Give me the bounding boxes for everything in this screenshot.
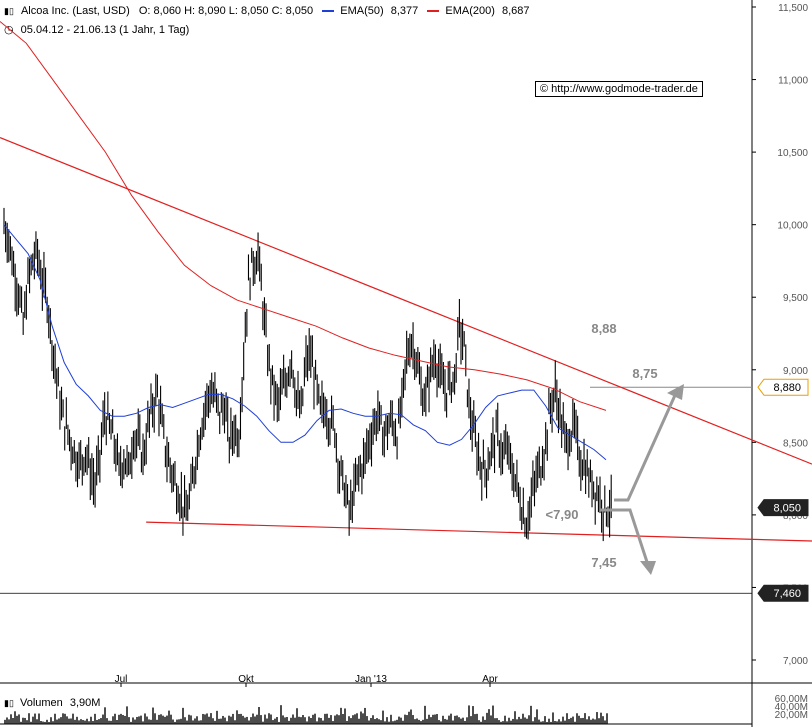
ema50-line <box>3 224 607 461</box>
instrument-title: Alcoa Inc. (Last, USD) <box>20 5 130 17</box>
volume-value: 3,90M <box>69 697 101 709</box>
x-tick-label: Jan '13 <box>355 674 387 685</box>
ema50-value: 8,377 <box>390 5 419 17</box>
arrow-down-head <box>640 561 656 575</box>
period-text: 05.04.12 - 21.06.13 (1 Jahr, 1 Tag) <box>20 24 190 36</box>
ema50-swatch <box>322 10 335 13</box>
ohlc-values: O: 8,060 H: 8,090 L: 8,050 C: 8,050 <box>138 5 314 17</box>
ema200-label: EMA(200) <box>445 5 495 17</box>
ema200-swatch <box>427 10 440 13</box>
x-axis: Jul Okt Jan '13 Apr <box>115 674 498 687</box>
volume-header: ▮▯ Volumen 3,90M <box>4 697 100 709</box>
y-tick-label: 11,000 <box>778 76 808 87</box>
y-tick-label: 9,500 <box>783 293 808 304</box>
annotation-label: <7,90 <box>546 507 579 522</box>
ema50-label: EMA(50) <box>340 5 384 17</box>
x-tick-label: Apr <box>482 674 498 685</box>
volume-tick-label: 60,00M <box>775 694 808 705</box>
chart-header: ▮▯ Alcoa Inc. (Last, USD) O: 8,060 H: 8,… <box>4 5 530 17</box>
price-tag-box <box>757 378 809 396</box>
volume-tick-label: 40,00M <box>775 702 808 713</box>
y-tick-label: 9,000 <box>783 366 808 377</box>
price-tags: 8,880 8,050 7,460 <box>757 378 809 602</box>
price-tag-label: 7,460 <box>773 588 801 600</box>
trendline-upper <box>0 137 812 465</box>
arrow-down <box>600 508 650 566</box>
y-tick-label: 8,500 <box>783 438 808 449</box>
annotation-label: 8,75 <box>632 366 657 381</box>
annotation-label: 7,45 <box>591 555 616 570</box>
price-tag-label: 8,050 <box>773 503 801 515</box>
trendlines <box>0 137 812 594</box>
volume-tick-label: 20,00M <box>775 710 808 721</box>
annotations: 8,88 8,75 <7,90 7,45 <box>546 321 684 575</box>
price-bars <box>3 207 612 542</box>
y-tick-label: 8,000 <box>783 511 808 522</box>
x-tick-label: Jul <box>115 674 128 685</box>
price-tag-box <box>757 584 809 602</box>
volume-label: Volumen <box>19 697 63 709</box>
price-tag-box <box>757 499 809 517</box>
trendline-lower <box>146 521 812 542</box>
volume-icon: ▮▯ <box>4 698 14 708</box>
ema-lines <box>0 21 607 461</box>
y-tick-label: 10,000 <box>777 221 808 232</box>
y-tick-label: 11,500 <box>778 3 808 14</box>
price-tag-label: 8,880 <box>773 382 801 394</box>
y-tick-label: 10,500 <box>777 148 808 159</box>
x-tick-label: Okt <box>238 674 254 685</box>
chart-type-icon: ▮▯ <box>4 6 14 16</box>
period-line: ◷ 05.04.12 - 21.06.13 (1 Jahr, 1 Tag) <box>4 23 189 36</box>
arrow-up <box>614 392 678 502</box>
ema200-line <box>0 21 607 411</box>
clock-icon: ◷ <box>4 24 14 36</box>
annotation-label: 8,88 <box>591 321 616 336</box>
y-tick-label: 7,000 <box>783 656 808 667</box>
ema200-value: 8,687 <box>502 5 530 17</box>
copyright-box: © http://www.godmode-trader.de <box>535 81 703 97</box>
arrow-up-head <box>667 384 684 400</box>
